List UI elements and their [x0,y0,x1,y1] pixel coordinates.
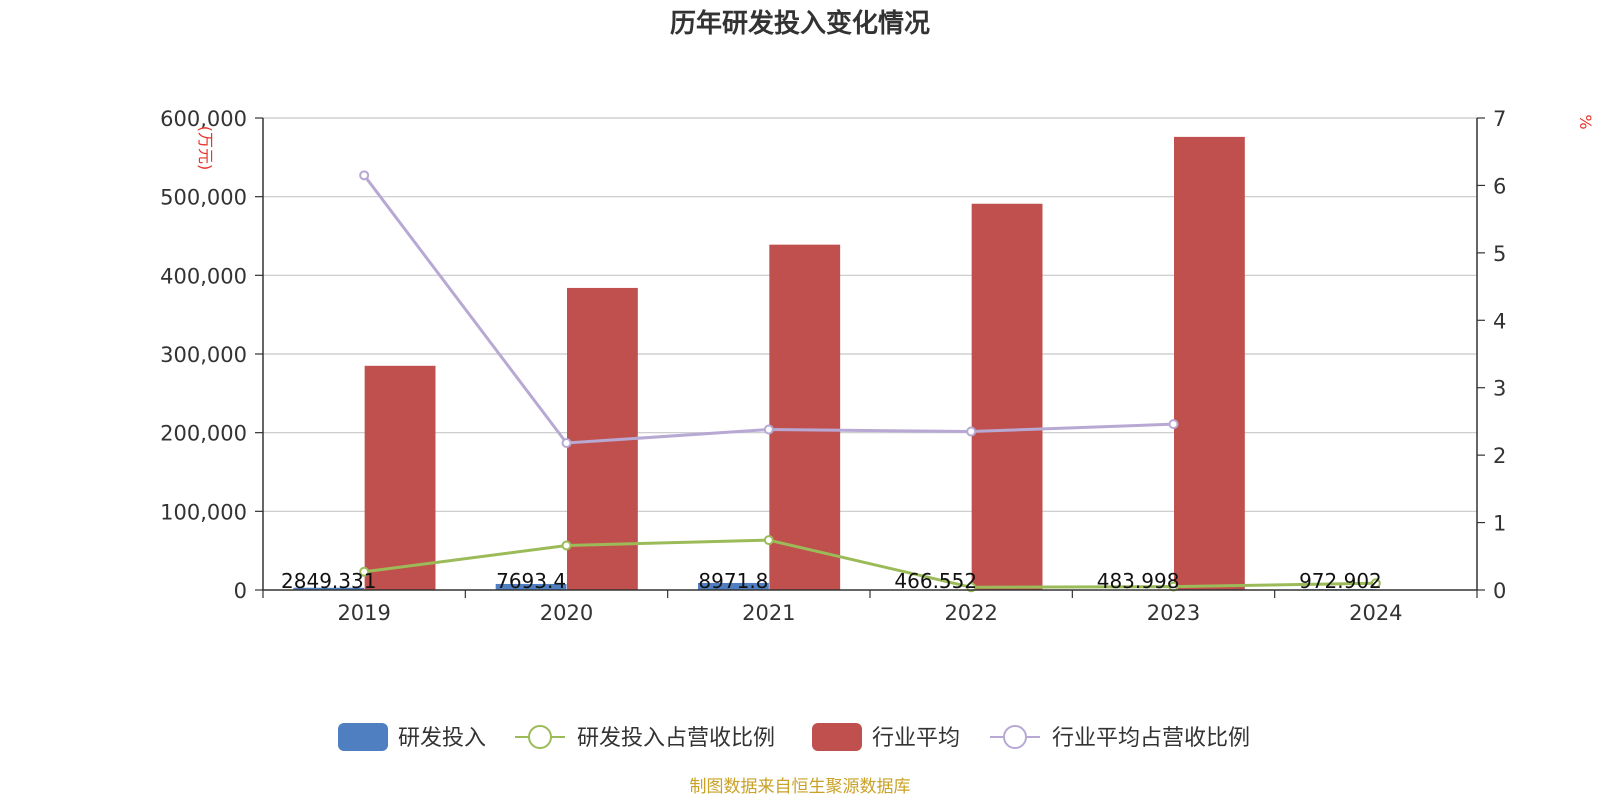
right-axis-tick-label: 0 [1493,579,1506,603]
bar-industry-avg [1174,136,1245,590]
bar-rd-invest [495,583,567,590]
industry-ratio-point [763,424,774,435]
gridlines [263,117,1477,512]
legend: 研发投入 研发投入占营收比例 行业平均 行业平均占营收比例 [338,723,1250,751]
bar-value-label: 972.902 [1299,569,1382,593]
x-axis-tick-label: 2024 [1349,601,1402,625]
x-axis-tick-label: 2022 [944,601,997,625]
bar-value-label: 466.552 [894,569,977,593]
rd-ratio-point [763,535,774,546]
right-axis-unit: % [1576,114,1595,129]
legend-industry-ratio-label: 行业平均占营收比例 [1052,726,1250,751]
axes: 0 100,000 200,000 300,000 400,000 500,000 600,… [160,107,1506,625]
right-axis-tick-label: 7 [1493,107,1506,131]
bar-rd-invest [698,582,769,590]
industry-ratio-point [966,426,977,437]
left-axis-tick-label: 400,000 [160,264,247,288]
industry-ratio-point [1168,419,1179,430]
rd-ratio-point [1370,578,1381,589]
industry-ratio-point [561,438,572,449]
left-axis-tick-label: 200,000 [160,422,247,446]
bar-labels: 2849.331 7693.4 8971.8 466.552 483.998 972.90… [281,569,1382,593]
legend-rd-invest-swatch [338,723,388,751]
right-axis-tick-label: 4 [1493,309,1506,333]
bar-value-label: 2849.331 [281,569,376,593]
right-axis-tick-label: 5 [1493,242,1506,266]
legend-rd-invest-label: 研发投入 [398,726,486,751]
legend-industry-avg-swatch [812,723,862,751]
legend-industry-avg-label: 行业平均 [872,726,960,751]
right-axis-tick-label: 6 [1493,174,1506,198]
bar-industry-avg [971,203,1043,590]
bar-value-label: 483.998 [1097,569,1180,593]
bar-value-label: 8971.8 [698,569,768,593]
right-axis-tick-label: 2 [1493,444,1506,468]
bar-value-label: 7693.4 [496,569,566,593]
legend-industry-ratio-swatch-marker [1003,725,1027,749]
lines [359,170,1381,593]
bars [293,136,1376,591]
x-axis-tick-label: 2019 [337,601,390,625]
bar-industry-avg [769,244,841,591]
left-axis-unit: (万元) [196,126,215,171]
right-axis-tick-label: 3 [1493,377,1506,401]
x-axis-tick-label: 2020 [540,601,593,625]
bar-rd-invest [293,587,365,590]
industry-ratio-point [359,170,370,181]
left-axis-tick-label: 0 [234,579,247,603]
data-source: 制图数据来自恒生聚源数据库 [690,777,911,797]
left-axis-tick-label: 600,000 [160,107,247,131]
bar-industry-avg [364,365,436,590]
x-axis-tick-label: 2021 [742,601,795,625]
legend-rd-ratio-swatch-marker [528,725,552,749]
left-axis-tick-label: 100,000 [160,500,247,524]
legend-rd-ratio-label: 研发投入占营收比例 [577,726,775,751]
left-axis-tick-label: 500,000 [160,186,247,210]
rd-ratio-point [359,566,370,577]
left-axis-tick-label: 300,000 [160,343,247,367]
right-axis-tick-label: 1 [1493,512,1506,536]
industry-ratio-line [362,174,1174,445]
rd-ratio-point [561,540,572,551]
chart-title: 历年研发投入变化情况 [670,8,930,39]
x-axis-tick-label: 2023 [1147,601,1200,625]
rd-ratio-line [363,538,1376,589]
